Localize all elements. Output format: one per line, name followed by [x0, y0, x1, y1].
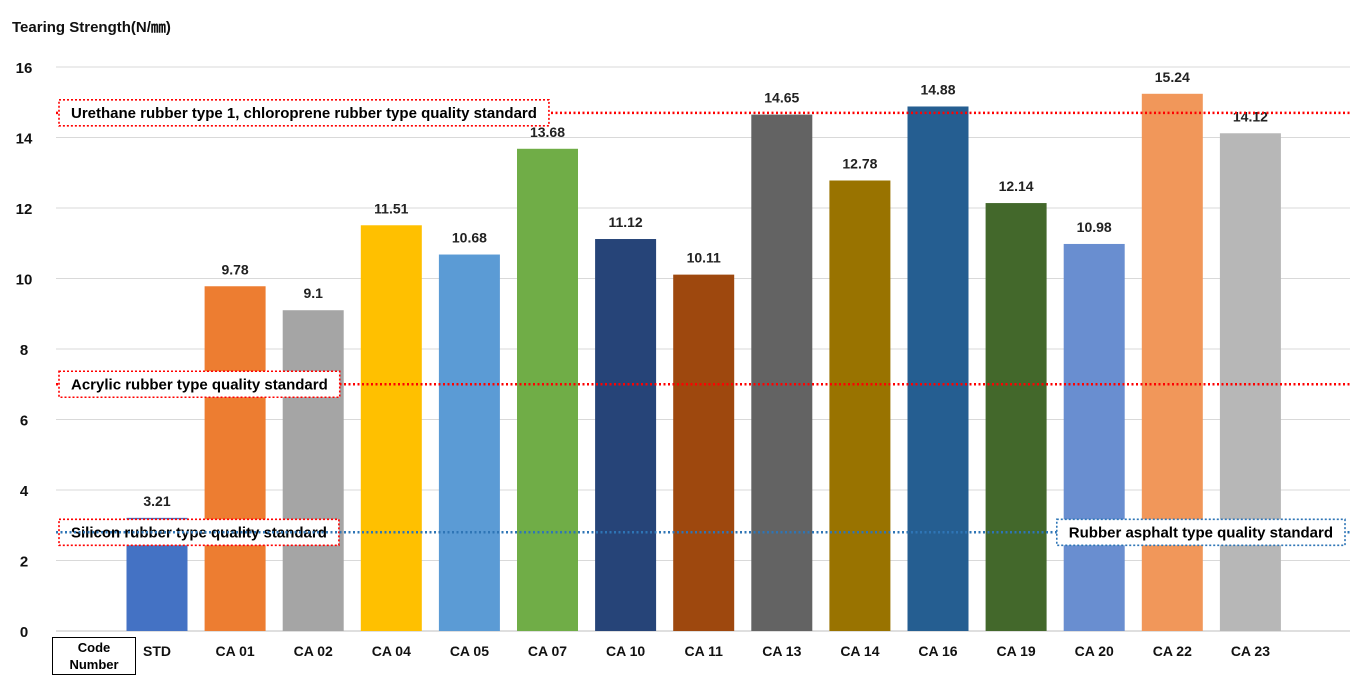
bar	[595, 239, 657, 631]
bar-value-label: 10.98	[1077, 219, 1112, 235]
bar	[517, 148, 578, 631]
y-axis-title: Tearing Strength(N/㎜)	[12, 19, 171, 36]
bar-value-label: 15.24	[1155, 69, 1190, 85]
reference-label-text: Acrylic rubber type quality standard	[71, 376, 328, 393]
bar-value-label: 14.12	[1233, 108, 1268, 124]
x-tick-label: CA 22	[1153, 643, 1192, 659]
bar	[673, 274, 735, 631]
bar-value-label: 12.78	[842, 156, 877, 172]
bar	[360, 225, 422, 631]
y-tick-label: 0	[20, 624, 28, 641]
x-tick-label: CA 07	[528, 643, 567, 659]
reference-label: Urethane rubber type 1, chloroprene rubb…	[58, 99, 550, 127]
x-tick-label: CA 14	[840, 643, 879, 659]
bar-value-label: 14.65	[764, 90, 799, 106]
bar-value-label: 10.11	[687, 250, 721, 266]
bar-value-label: 11.12	[608, 214, 642, 230]
reference-label-text: Urethane rubber type 1, chloroprene rubb…	[71, 105, 537, 122]
reference-label: Silicon rubber type quality standard	[58, 518, 340, 547]
y-tick-labels: 0 2 4 6 8 10 12 14 16	[16, 60, 33, 641]
y-tick-label: 4	[20, 483, 29, 500]
reference-label: Rubber asphalt type quality standard	[1055, 518, 1346, 547]
y-tick-label: 12	[16, 201, 33, 218]
x-tick-label: CA 10	[606, 643, 645, 659]
code-label: Code	[77, 640, 111, 655]
x-tick-label: CA 05	[450, 643, 489, 659]
y-tick-label: 16	[16, 60, 33, 77]
x-tick-label: CA 16	[918, 643, 957, 659]
reference-lines: Urethane rubber type 1, chloroprene rubb…	[56, 99, 1350, 547]
bar	[204, 286, 266, 631]
x-tick-label: CA 01	[216, 643, 255, 659]
reference-label-box	[58, 99, 550, 127]
reference-label-text: Rubber asphalt type quality standard	[1069, 524, 1333, 541]
bar	[282, 310, 344, 631]
bar-value-label: 9.78	[221, 261, 248, 277]
x-tick-label: CA 11	[685, 643, 724, 659]
bar	[1141, 93, 1203, 632]
bar	[829, 180, 891, 631]
reference-label-box	[1055, 518, 1346, 547]
bar-value-label: 14.88	[920, 81, 955, 97]
y-tick-label: 2	[20, 554, 28, 571]
reference-label-text: Silicon rubber type quality standard	[71, 524, 327, 541]
x-tick-label: STD	[143, 643, 171, 659]
x-tick-label: CA 23	[1231, 643, 1270, 659]
reference-label: Acrylic rubber type quality standard	[58, 370, 341, 399]
reference-label-box	[58, 370, 341, 399]
bar-value-label: 9.1	[303, 285, 323, 301]
bar	[1063, 243, 1125, 631]
bar-value-label: 3.21	[143, 493, 170, 509]
number-label: Number	[69, 657, 119, 672]
bar	[438, 254, 500, 631]
bar	[985, 203, 1047, 631]
bar	[1219, 133, 1281, 631]
x-tick-label: CA 04	[372, 643, 411, 659]
y-tick-label: 14	[16, 131, 33, 148]
y-tick-label: 10	[16, 272, 33, 289]
bar-value-label: 10.68	[452, 230, 487, 246]
bar-value-label: 13.68	[530, 124, 565, 140]
bars	[126, 93, 1281, 632]
code-number-box: Code Number	[52, 637, 136, 675]
x-tick-label: CA 19	[997, 643, 1036, 659]
x-tick-labels: STD CA 01 CA 02 CA 04 CA 05 CA 07 CA 10 CA 11 CA…	[143, 643, 1270, 659]
x-tick-label: CA 13	[762, 643, 801, 659]
bar-value-label: 12.14	[999, 178, 1034, 194]
y-tick-label: 6	[20, 413, 28, 430]
x-tick-label: CA 02	[294, 643, 333, 659]
bar	[751, 114, 813, 631]
bar	[907, 106, 969, 632]
y-tick-label: 8	[20, 342, 28, 359]
x-tick-label: CA 20	[1075, 643, 1114, 659]
bar-value-label: 11.51	[374, 200, 408, 216]
